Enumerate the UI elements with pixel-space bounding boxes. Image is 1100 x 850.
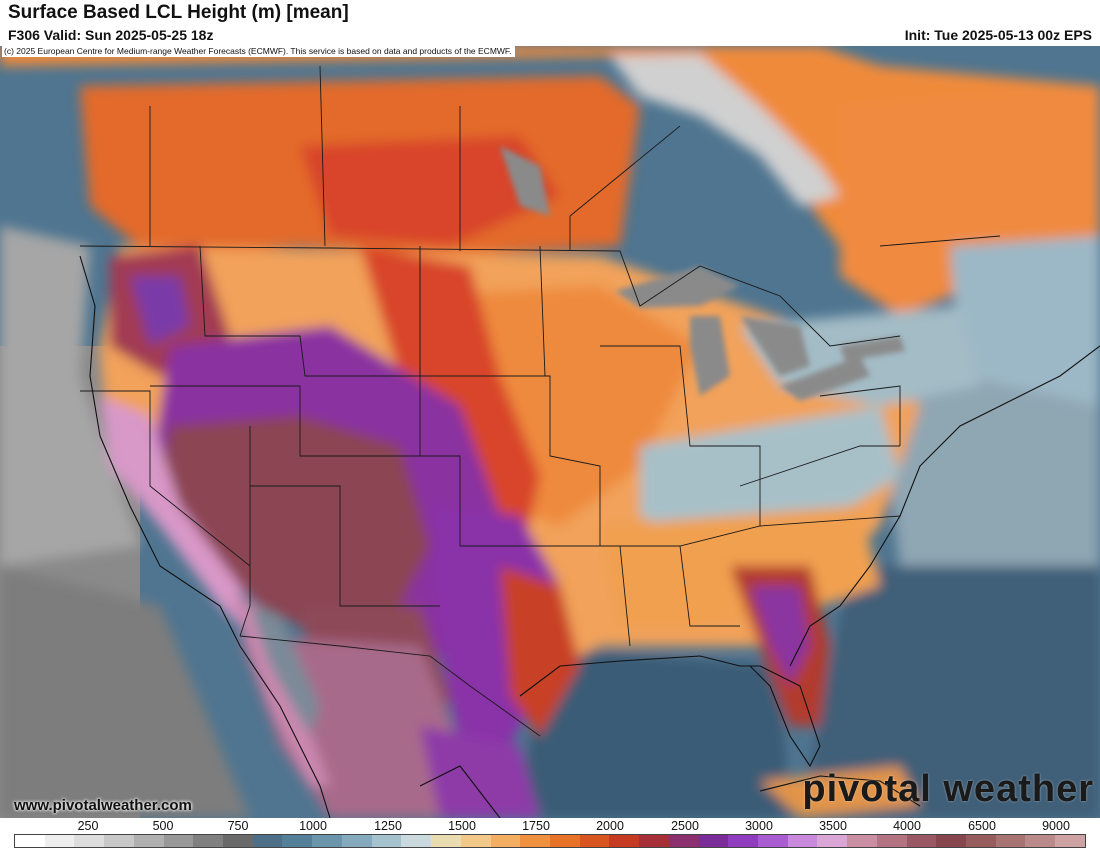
map-title: Surface Based LCL Height (m) [mean] bbox=[8, 2, 349, 23]
colorbar-swatch bbox=[312, 835, 342, 847]
colorbar-swatch bbox=[876, 835, 907, 847]
colorbar-label: 9000 bbox=[1042, 819, 1070, 833]
colorbar-swatch bbox=[1025, 835, 1056, 847]
colorbar-swatch bbox=[401, 835, 432, 847]
init-time: Init: Tue 2025-05-13 00z EPS bbox=[904, 27, 1092, 43]
colorbar-swatch bbox=[1055, 835, 1085, 847]
colorbar-label: 3500 bbox=[819, 819, 847, 833]
great-lakes bbox=[500, 146, 905, 401]
colorbar-swatch bbox=[995, 835, 1026, 847]
colorbar-label: 4000 bbox=[893, 819, 921, 833]
header: Surface Based LCL Height (m) [mean] F306… bbox=[0, 0, 1100, 46]
colorbar-swatch bbox=[728, 835, 758, 847]
colorbar-labels: 250 500 750 1000 1250 1500 1750 2000 2500 3000 350… bbox=[0, 818, 1100, 834]
colorbar-swatch bbox=[787, 835, 818, 847]
colorbar-label: 500 bbox=[152, 819, 174, 833]
weather-map[interactable] bbox=[0, 46, 1100, 818]
colorbar-label: 2000 bbox=[596, 819, 624, 833]
colorbar-swatch bbox=[460, 835, 491, 847]
coastlines bbox=[79, 255, 1100, 818]
valid-time: F306 Valid: Sun 2025-05-25 18z bbox=[8, 27, 214, 43]
colorbar-swatch bbox=[104, 835, 134, 847]
colorbar: 250 500 750 1000 1250 1500 1750 2000 2500 3000 350… bbox=[0, 818, 1100, 850]
colorbar-label: 750 bbox=[227, 819, 249, 833]
colorbar-swatch bbox=[133, 835, 164, 847]
colorbar-swatch bbox=[847, 835, 877, 847]
colorbar-swatch bbox=[906, 835, 937, 847]
copyright-notice: (c) 2025 European Centre for Medium-rang… bbox=[2, 46, 515, 57]
colorbar-label: 3000 bbox=[745, 819, 773, 833]
colorbar-swatch bbox=[520, 835, 550, 847]
colorbar-swatch bbox=[966, 835, 996, 847]
colorbar-swatch bbox=[936, 835, 966, 847]
colorbar-swatch bbox=[44, 835, 75, 847]
colorbar-swatch bbox=[15, 835, 45, 847]
colorbar-swatch bbox=[74, 835, 105, 847]
colorbar-swatch bbox=[490, 835, 521, 847]
political-borders bbox=[79, 65, 1001, 737]
colorbar-label: 1750 bbox=[522, 819, 550, 833]
colorbar-label: 1000 bbox=[299, 819, 327, 833]
colorbar-label: 2500 bbox=[671, 819, 699, 833]
colorbar-swatch bbox=[698, 835, 729, 847]
colorbar-swatch bbox=[817, 835, 848, 847]
colorbar-label: 1250 bbox=[374, 819, 402, 833]
colorbar-label: 250 bbox=[77, 819, 99, 833]
colorbar-swatch bbox=[252, 835, 283, 847]
colorbar-swatch bbox=[193, 835, 224, 847]
colorbar-swatch bbox=[431, 835, 461, 847]
colorbar-swatch bbox=[282, 835, 313, 847]
colorbar-swatch bbox=[341, 835, 372, 847]
colorbar-swatch bbox=[639, 835, 669, 847]
colorbar-swatch bbox=[223, 835, 253, 847]
colorbar-label: 6500 bbox=[968, 819, 996, 833]
colorbar-swatch bbox=[579, 835, 610, 847]
colorbar-swatch bbox=[371, 835, 402, 847]
site-url[interactable]: www.pivotalweather.com bbox=[14, 797, 192, 814]
colorbar-swatch bbox=[609, 835, 640, 847]
colorbar-swatch bbox=[163, 835, 194, 847]
colorbar-swatch bbox=[757, 835, 788, 847]
colorbar-label: 1500 bbox=[448, 819, 476, 833]
colorbar-swatch bbox=[549, 835, 580, 847]
colorbar-swatches bbox=[14, 834, 1086, 848]
colorbar-swatch bbox=[668, 835, 699, 847]
pivotal-weather-logo: pivotal weather bbox=[802, 768, 1094, 810]
